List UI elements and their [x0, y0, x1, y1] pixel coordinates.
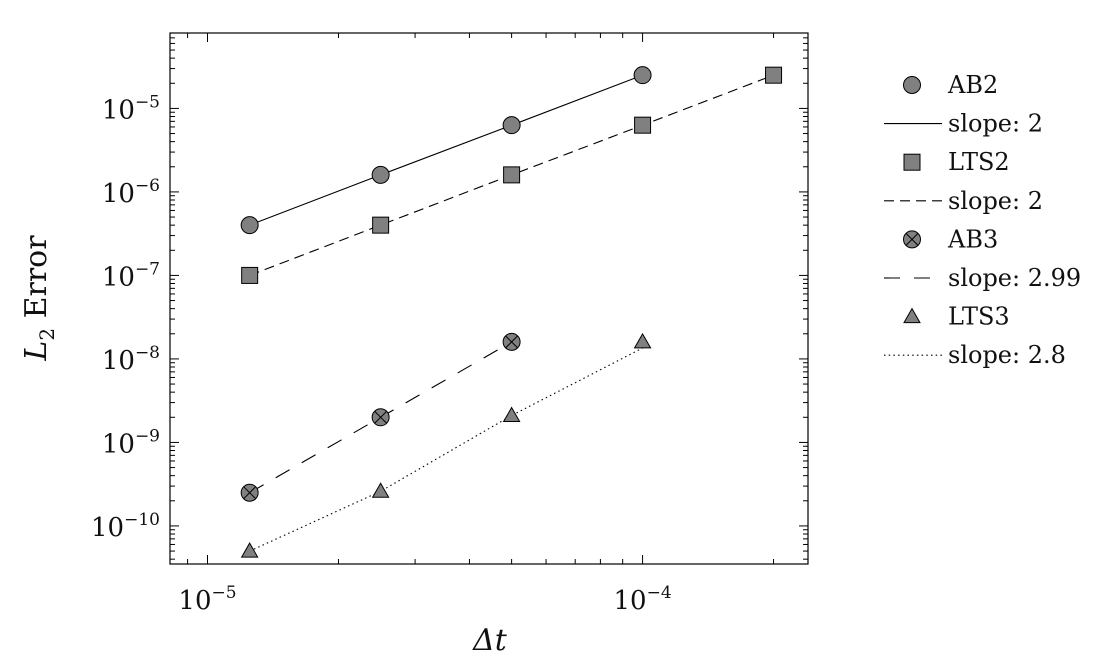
plot-frame: [169, 32, 809, 565]
legend-item-1: slope: 2: [884, 110, 1043, 138]
x-tick-label: 10−5: [178, 583, 236, 616]
legend-item-2: LTS2: [903, 148, 1010, 176]
ab2-point: [502, 116, 521, 135]
series-line-1: [249, 74, 643, 226]
legend-item-6: LTS3: [903, 303, 1010, 331]
ab3-point: [371, 408, 390, 427]
series-layer: [240, 66, 783, 558]
legend-label: AB3: [947, 225, 998, 253]
series-line-7: [249, 347, 643, 552]
lts2-point: [503, 166, 521, 184]
ab2-point: [240, 216, 259, 235]
x-axis-label: Δt: [472, 623, 508, 658]
axis-ticks: [170, 32, 808, 564]
legend-item-0: AB2: [903, 71, 998, 99]
ab2-point: [633, 66, 652, 85]
legend-label: slope: 2: [948, 187, 1043, 215]
legend-label: LTS2: [948, 148, 1010, 176]
legend-label: slope: 2.99: [948, 264, 1081, 292]
legend-item-4: AB3: [903, 225, 998, 253]
ab3-point: [240, 483, 259, 502]
legend-marker-triangle: [903, 307, 921, 324]
legend-label: slope: 2.8: [948, 341, 1066, 369]
x-tick-label: 10−4: [613, 583, 671, 616]
y-tick-label: 10−9: [102, 426, 160, 459]
lts2-point: [765, 66, 783, 84]
legend-label: slope: 2: [948, 110, 1043, 138]
legend-label: LTS3: [948, 303, 1010, 331]
legend-marker-otimes: [903, 230, 921, 249]
legend-item-3: slope: 2: [884, 187, 1043, 215]
lts3-point: [240, 542, 259, 558]
legend-marker-circle: [903, 76, 921, 94]
legend-item-7: slope: 2.8: [884, 341, 1066, 369]
lts3-point: [502, 406, 521, 423]
y-tick-label: 10−8: [102, 343, 160, 376]
lts2-point: [634, 116, 652, 134]
y-tick-label: 10−7: [102, 259, 160, 292]
legend-marker-square: [903, 153, 921, 171]
y-axis-label: L2 Error: [19, 235, 59, 362]
tick-labels: 10−5 10−4 10−10 10−9 10−8 10−7 10−6 10−5: [91, 92, 672, 616]
y-tick-label: 10−6: [102, 176, 160, 209]
lts2-point: [372, 216, 390, 234]
legend-item-5: slope: 2.99: [884, 264, 1081, 292]
lts3-point: [633, 332, 652, 349]
y-tick-label: 10−10: [91, 510, 160, 543]
lts3-point: [371, 482, 390, 498]
ab3-point: [502, 332, 521, 351]
legend: AB2 slope: 2 LTS2 slope: 2 AB3 slope: 2.99 LTS…: [884, 71, 1081, 369]
legend-label: AB2: [947, 71, 998, 99]
ab2-point: [371, 165, 390, 184]
y-tick-label: 10−5: [102, 92, 160, 125]
lts2-point: [241, 266, 259, 284]
